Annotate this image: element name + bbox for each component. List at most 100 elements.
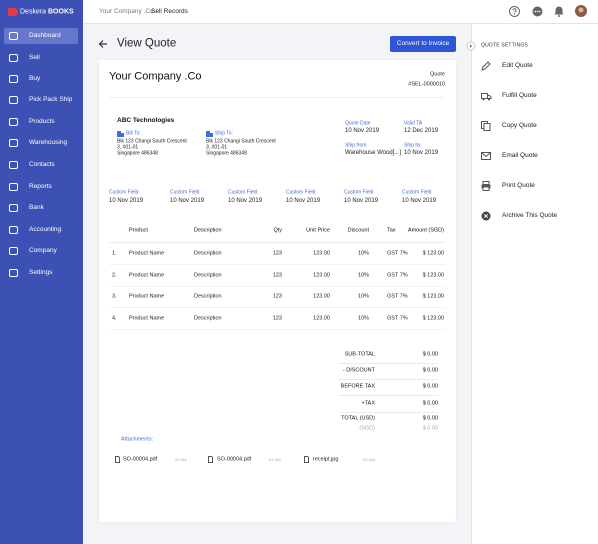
settings-action[interactable]: Fulfill Quote	[502, 91, 537, 99]
custom-field-label: Custom Field	[109, 189, 139, 196]
table-cell: 2.	[112, 271, 117, 278]
table-header: Qty	[273, 227, 282, 234]
table-cell: 10%	[357, 250, 369, 257]
settings-action[interactable]: Copy Quote	[502, 121, 537, 129]
nav-icon	[9, 96, 18, 104]
settings-action[interactable]: Edit Quote	[502, 61, 533, 69]
nav-item[interactable]: Warehousing	[29, 138, 68, 146]
breadcrumb-link[interactable]: Your Company .Co /	[99, 7, 158, 15]
total-label: TOTAL (USD)	[341, 415, 375, 422]
table-cell: 3.	[112, 293, 117, 300]
nav-item[interactable]: Settings	[29, 268, 53, 276]
table-cell: Product Name	[129, 293, 165, 300]
breadcrumb-current: Sell Records	[151, 7, 188, 15]
address-icon	[117, 131, 124, 137]
table-cell: 10%	[357, 315, 369, 322]
file-name[interactable]: receipt.jpg	[313, 456, 339, 463]
file-size: 91.4kb	[363, 457, 376, 462]
custom-field-label: Custom Field	[286, 189, 316, 196]
nav-icon	[9, 54, 18, 62]
convert-button[interactable]	[390, 36, 456, 52]
page-title: View Quote	[117, 37, 177, 50]
custom-field-value: 10 Nov 2019	[402, 198, 437, 204]
nav-item[interactable]: Products	[29, 117, 55, 125]
nav-item[interactable]: Accounting	[29, 225, 62, 233]
address-line: 3, #01-01	[206, 144, 228, 151]
custom-field-label: Custom Field	[402, 189, 432, 196]
address-line: Singapore 486348	[117, 150, 158, 157]
table-cell: GST 7%	[387, 293, 408, 300]
table-cell: GST 7%	[387, 271, 408, 278]
settings-action[interactable]: Archive This Quote	[502, 211, 558, 219]
file-name[interactable]: SO-00004.pdf	[217, 456, 252, 463]
nav-item[interactable]: Company	[29, 246, 57, 254]
convert-button-label[interactable]: Convert to Invoice	[396, 39, 450, 47]
file-icon[interactable]	[115, 456, 120, 463]
meta-value: 10 Nov 2019	[345, 128, 380, 134]
table-cell: Description	[194, 271, 222, 278]
chat-icon[interactable]	[532, 6, 543, 17]
total-label: +TAX	[361, 400, 375, 407]
nav-item[interactable]: Reports	[29, 182, 52, 190]
table-cell: $ 123.00	[422, 250, 444, 257]
avatar[interactable]	[575, 5, 587, 17]
address-label: Bill To:	[126, 130, 141, 137]
table-cell: 123.00	[313, 315, 330, 322]
total-rule	[339, 395, 439, 396]
doc-number: #SEL-0000010	[408, 81, 445, 88]
collapse-toggle[interactable]	[466, 41, 476, 51]
file-size: 91.4kb	[269, 457, 282, 462]
table-cell: Description	[194, 315, 222, 322]
address-icon	[206, 131, 213, 137]
file-icon[interactable]	[304, 456, 309, 463]
nav-item[interactable]: Contacts	[29, 160, 55, 168]
file-name[interactable]: SO-00004.pdf	[123, 456, 158, 463]
nav-icon	[9, 32, 18, 40]
action-icon[interactable]	[481, 211, 491, 221]
table-cell: 123.00	[313, 271, 330, 278]
table-cell: 4.	[112, 315, 117, 322]
nav-icon	[9, 118, 18, 126]
table-cell: 123	[272, 315, 282, 322]
row-rule	[109, 329, 445, 331]
nav-active	[4, 28, 78, 44]
meta-label: Ship from	[345, 142, 367, 149]
sidebar	[0, 0, 83, 544]
table-cell: $ 123.00	[422, 315, 444, 322]
row-rule	[109, 307, 445, 309]
nav-item[interactable]: Pick Pack Ship	[29, 95, 73, 103]
address-line: Blk 123 Changi South Crescent	[117, 138, 187, 145]
document-card	[99, 60, 456, 522]
divider	[109, 97, 445, 98]
table-header: Discount	[347, 227, 369, 234]
action-icon[interactable]	[481, 181, 491, 191]
meta-value: 10 Nov 2019	[404, 150, 439, 156]
settings-action[interactable]: Email Quote	[502, 151, 538, 159]
action-icon[interactable]	[481, 91, 492, 101]
settings-action[interactable]: Print Quote	[502, 181, 535, 189]
bell-icon[interactable]	[554, 6, 564, 17]
action-icon[interactable]	[481, 61, 491, 71]
help-icon[interactable]	[509, 6, 520, 17]
nav-item[interactable]: Bank	[29, 203, 44, 211]
back-button[interactable]	[98, 39, 108, 49]
table-cell: Product Name	[129, 271, 165, 278]
file-icon[interactable]	[208, 456, 213, 463]
meta-value: 12 Dec 2019	[404, 128, 439, 134]
action-icon[interactable]	[481, 151, 491, 161]
action-icon[interactable]	[481, 121, 491, 131]
table-header: Amount (SGD)	[407, 227, 444, 234]
nav-item[interactable]: Buy	[29, 74, 41, 82]
custom-field-label: Custom Field	[228, 189, 258, 196]
table-cell: Description	[194, 250, 222, 257]
total-rule	[339, 379, 439, 380]
nav-icon	[9, 139, 18, 147]
table-cell: GST 7%	[387, 250, 408, 257]
brand-logo	[8, 8, 18, 16]
nav-item[interactable]: Sell	[29, 53, 40, 61]
table-header: Description	[194, 227, 222, 234]
nav-item[interactable]: Dashboard	[29, 31, 61, 39]
row-rule	[109, 264, 445, 265]
nav-icon	[9, 161, 18, 169]
company-name: Your Company .Co	[109, 70, 202, 83]
